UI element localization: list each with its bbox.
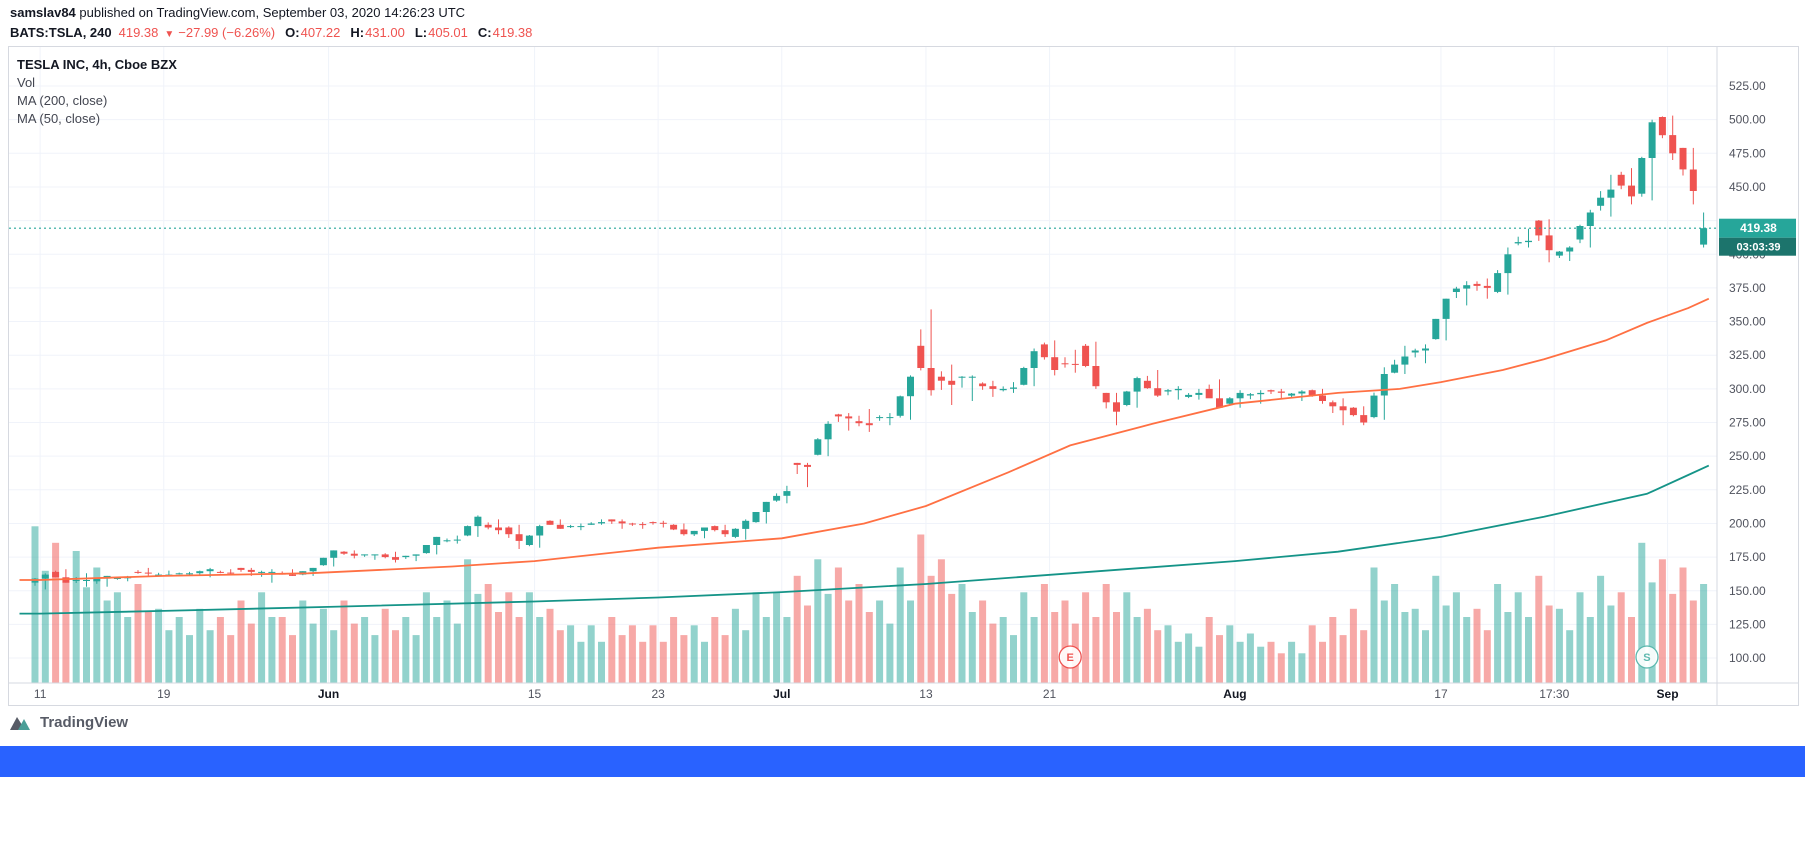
time-axis[interactable]: 11 19 Jun 15 23 Jul 13 21 Aug 17 17:30 Sep (34, 687, 1679, 701)
low-label: L: (414, 25, 428, 40)
price-chart[interactable]: ES525.00500.00475.00450.00400.00375.0035… (9, 47, 1798, 705)
last-price-badge: 419.38 (1719, 218, 1796, 238)
svg-text:Aug: Aug (1223, 687, 1246, 701)
ma50-line (19, 297, 1710, 581)
svg-text:150.00: 150.00 (1729, 584, 1766, 598)
svg-text:Sep: Sep (1657, 687, 1679, 701)
svg-text:13: 13 (919, 687, 933, 701)
svg-text:S: S (1643, 652, 1650, 664)
svg-text:200.00: 200.00 (1729, 516, 1766, 530)
open-value: 407.22 (300, 25, 341, 40)
svg-text:15: 15 (528, 687, 542, 701)
svg-text:450.00: 450.00 (1729, 180, 1766, 194)
svg-text:11: 11 (34, 687, 47, 701)
svg-text:125.00: 125.00 (1729, 617, 1766, 631)
svg-text:419.38: 419.38 (1740, 221, 1777, 235)
low-value: 405.01 (428, 25, 468, 40)
ma200-line (19, 464, 1710, 615)
username[interactable]: samslav84 (10, 5, 76, 20)
svg-text:23: 23 (651, 687, 665, 701)
high-value: 431.00 (365, 25, 405, 40)
open-label: O: (285, 25, 300, 40)
volume-series (31, 526, 1708, 684)
svg-text:250.00: 250.00 (1729, 449, 1766, 463)
event-marker-e[interactable]: E (1058, 645, 1082, 669)
price-change: −27.99 (−6.26%) (178, 25, 276, 40)
svg-text:275.00: 275.00 (1729, 416, 1766, 430)
svg-text:350.00: 350.00 (1729, 315, 1766, 329)
high-label: H: (350, 25, 365, 40)
svg-text:375.00: 375.00 (1729, 281, 1766, 295)
event-marker-s[interactable]: S (1635, 645, 1659, 669)
svg-text:17: 17 (1434, 687, 1448, 701)
svg-text:325.00: 325.00 (1729, 348, 1766, 362)
symbol-bar: BATS:TSLA, 240 419.38 ▼ −27.99 (−6.26%) … (10, 25, 532, 40)
svg-text:300.00: 300.00 (1729, 382, 1766, 396)
publish-info: samslav84 published on TradingView.com, … (10, 5, 465, 20)
svg-text:E: E (1066, 652, 1073, 664)
svg-text:475.00: 475.00 (1729, 146, 1766, 160)
svg-text:Jul: Jul (773, 687, 790, 701)
svg-text:17:30: 17:30 (1539, 687, 1569, 701)
svg-text:03:03:39: 03:03:39 (1736, 242, 1780, 254)
svg-text:225.00: 225.00 (1729, 483, 1766, 497)
price-axis[interactable]: 525.00500.00475.00450.00400.00375.00350.… (1718, 47, 1798, 705)
tradingview-logo[interactable]: TradingView (10, 714, 128, 731)
logo-text: TradingView (40, 714, 129, 731)
symbol-name: BATS:TSLA, 240 (10, 25, 112, 40)
svg-text:21: 21 (1043, 687, 1057, 701)
svg-text:175.00: 175.00 (1729, 550, 1766, 564)
countdown-badge: 03:03:39 (1719, 237, 1796, 256)
svg-text:Jun: Jun (318, 687, 339, 701)
down-arrow-icon: ▼ (164, 29, 175, 40)
chart-canvas[interactable]: ES525.00500.00475.00450.00400.00375.0035… (8, 46, 1799, 706)
mountain-logo-icon (10, 717, 30, 730)
candlestick-series[interactable] (31, 115, 1708, 590)
publish-text: published on TradingView.com, September … (75, 5, 466, 20)
footer-bar (0, 746, 1805, 777)
last-price: 419.38 (118, 25, 159, 40)
svg-text:19: 19 (157, 687, 171, 701)
svg-text:525.00: 525.00 (1729, 79, 1766, 93)
grid-lines (9, 47, 1717, 683)
close-value: 419.38 (492, 25, 533, 40)
svg-text:100.00: 100.00 (1729, 651, 1766, 665)
svg-text:500.00: 500.00 (1729, 113, 1766, 127)
close-label: C: (477, 25, 492, 40)
